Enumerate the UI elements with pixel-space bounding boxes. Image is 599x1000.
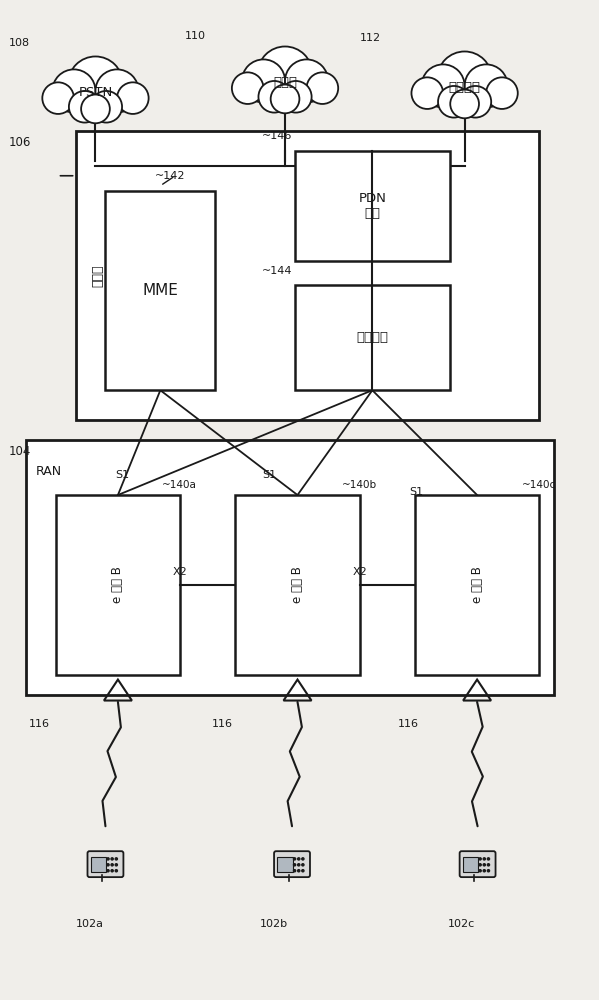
- Circle shape: [298, 870, 300, 872]
- Circle shape: [479, 870, 481, 872]
- Text: S1: S1: [262, 470, 276, 480]
- Text: ~142: ~142: [155, 171, 186, 181]
- Text: 因特网: 因特网: [273, 76, 297, 89]
- Circle shape: [107, 858, 109, 860]
- Circle shape: [412, 77, 443, 109]
- Circle shape: [479, 858, 481, 860]
- Text: X2: X2: [173, 567, 187, 577]
- Text: S1: S1: [410, 487, 424, 497]
- Circle shape: [115, 864, 117, 866]
- Circle shape: [294, 864, 296, 866]
- Circle shape: [95, 69, 138, 113]
- Text: S1: S1: [116, 470, 129, 480]
- Circle shape: [298, 858, 300, 860]
- FancyBboxPatch shape: [90, 857, 106, 872]
- FancyBboxPatch shape: [105, 191, 215, 390]
- Circle shape: [450, 90, 479, 118]
- Circle shape: [465, 64, 508, 108]
- Text: 112: 112: [360, 33, 381, 43]
- Circle shape: [242, 59, 285, 103]
- FancyBboxPatch shape: [277, 857, 292, 872]
- Circle shape: [115, 858, 117, 860]
- Text: 116: 116: [29, 719, 50, 729]
- FancyBboxPatch shape: [56, 495, 180, 675]
- Text: 104: 104: [8, 445, 31, 458]
- Text: X2: X2: [352, 567, 367, 577]
- Text: 核心网: 核心网: [91, 264, 104, 287]
- Text: 102c: 102c: [447, 919, 475, 929]
- Circle shape: [81, 95, 110, 123]
- Text: 108: 108: [8, 38, 30, 48]
- FancyBboxPatch shape: [415, 495, 540, 675]
- Circle shape: [488, 858, 489, 860]
- Circle shape: [488, 870, 489, 872]
- FancyBboxPatch shape: [295, 285, 450, 390]
- Circle shape: [486, 77, 518, 109]
- Circle shape: [437, 51, 492, 106]
- Circle shape: [302, 870, 304, 872]
- Text: e 节点 B: e 节点 B: [471, 566, 483, 603]
- Circle shape: [483, 858, 485, 860]
- FancyBboxPatch shape: [235, 495, 360, 675]
- Circle shape: [107, 864, 109, 866]
- Text: ~140c: ~140c: [522, 480, 556, 490]
- FancyBboxPatch shape: [462, 857, 478, 872]
- Circle shape: [52, 69, 95, 113]
- Circle shape: [294, 858, 296, 860]
- Text: 106: 106: [8, 136, 31, 149]
- Text: PSTN: PSTN: [78, 86, 113, 99]
- Text: PDN
网关: PDN 网关: [358, 192, 386, 220]
- FancyBboxPatch shape: [295, 151, 450, 261]
- Circle shape: [280, 81, 311, 113]
- Circle shape: [115, 870, 117, 872]
- FancyBboxPatch shape: [26, 440, 555, 695]
- Text: e 节点 B: e 节点 B: [291, 566, 304, 603]
- Circle shape: [271, 85, 300, 113]
- Circle shape: [294, 870, 296, 872]
- Circle shape: [285, 59, 328, 103]
- Circle shape: [483, 864, 485, 866]
- Circle shape: [488, 864, 489, 866]
- Text: ~140a: ~140a: [162, 480, 197, 490]
- Text: 110: 110: [185, 31, 206, 41]
- Text: 116: 116: [212, 719, 233, 729]
- Text: MME: MME: [143, 283, 179, 298]
- Circle shape: [111, 858, 113, 860]
- Text: e 节点 B: e 节点 B: [111, 566, 125, 603]
- Circle shape: [479, 864, 481, 866]
- Circle shape: [422, 64, 465, 108]
- Text: ~146: ~146: [262, 131, 292, 141]
- Circle shape: [302, 858, 304, 860]
- Circle shape: [69, 91, 101, 123]
- Circle shape: [298, 864, 300, 866]
- Circle shape: [307, 72, 338, 104]
- Text: 116: 116: [398, 719, 419, 729]
- Circle shape: [483, 870, 485, 872]
- Text: 102a: 102a: [75, 919, 104, 929]
- Circle shape: [111, 864, 113, 866]
- FancyBboxPatch shape: [75, 131, 540, 420]
- Text: 102b: 102b: [260, 919, 288, 929]
- FancyBboxPatch shape: [87, 851, 123, 877]
- Text: 服务网关: 服务网关: [356, 331, 388, 344]
- Circle shape: [438, 86, 470, 118]
- FancyBboxPatch shape: [459, 851, 495, 877]
- Circle shape: [68, 56, 123, 111]
- Text: RAN: RAN: [35, 465, 62, 478]
- Text: ~144: ~144: [262, 266, 292, 276]
- Circle shape: [107, 870, 109, 872]
- Text: 其它网络: 其它网络: [449, 81, 480, 94]
- Circle shape: [302, 864, 304, 866]
- FancyBboxPatch shape: [274, 851, 310, 877]
- Circle shape: [90, 91, 122, 123]
- Circle shape: [258, 81, 290, 113]
- Circle shape: [117, 82, 149, 114]
- Circle shape: [111, 870, 113, 872]
- Circle shape: [258, 46, 312, 101]
- Circle shape: [43, 82, 74, 114]
- Circle shape: [459, 86, 491, 118]
- Text: ~140b: ~140b: [342, 480, 377, 490]
- Circle shape: [232, 72, 264, 104]
